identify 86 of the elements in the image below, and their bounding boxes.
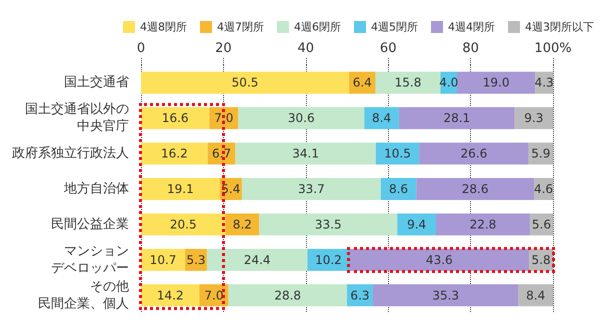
y-tick-label: 民間公益企業 [51, 216, 129, 232]
data-label: 19.0 [482, 76, 510, 90]
x-tick-label: 100% [534, 41, 572, 56]
bar [141, 284, 200, 306]
data-label: 26.6 [460, 146, 488, 161]
data-label: 20.5 [170, 217, 197, 232]
bar [457, 72, 536, 94]
data-label: 43.6 [426, 252, 453, 267]
legend-label: 4週6閉所 [294, 20, 341, 34]
bar [518, 284, 553, 306]
data-label: 7.0 [214, 111, 234, 126]
data-label: 30.6 [288, 111, 315, 126]
x-tick-label: 80 [462, 41, 479, 56]
x-tick-label: 40 [298, 41, 314, 56]
bar [141, 213, 226, 236]
y-tick-label: その他民間企業、個人 [38, 279, 129, 312]
bar [397, 213, 436, 236]
data-label: 16.2 [161, 146, 188, 161]
bar [416, 178, 534, 200]
data-label: 6.4 [352, 76, 372, 90]
y-tick-label: マンションデベロッパー [51, 244, 129, 276]
data-label: 15.8 [394, 76, 422, 90]
bar [235, 142, 376, 165]
bar [228, 284, 347, 306]
legend-label: 4週4閉所 [448, 20, 495, 34]
y-tick-label: 政府系独立行政法人 [12, 145, 129, 162]
data-label: 19.1 [166, 182, 194, 196]
y-tick-label: 国土交通省以外の中央官庁 [25, 101, 129, 134]
bar [376, 142, 420, 165]
x-tick-label: 0 [136, 41, 146, 56]
bar [259, 213, 398, 236]
bar [141, 72, 350, 94]
data-label: 8.6 [388, 182, 408, 196]
y-tick-label: 地方自治体 [63, 180, 129, 196]
bar [141, 107, 210, 130]
data-label: 8.2 [232, 217, 252, 232]
data-label: 28.6 [462, 182, 488, 196]
legend-label: 4週7閉所 [216, 20, 264, 34]
data-label: 50.5 [232, 76, 258, 90]
data-label: 4.3 [534, 76, 554, 90]
legend-label: 4週5閉所 [370, 20, 418, 34]
bar [375, 72, 441, 94]
data-label: 6.7 [212, 146, 232, 161]
data-label: 33.5 [314, 217, 342, 232]
data-label: 5.3 [186, 252, 206, 267]
data-label: 4.6 [534, 182, 554, 196]
data-label: 8.4 [526, 288, 546, 302]
data-label: 24.4 [244, 252, 271, 267]
x-tick-label: 60 [380, 41, 396, 56]
bar [238, 107, 364, 130]
legend-label: 4週3閉所以下 [524, 20, 594, 34]
bar [141, 248, 186, 271]
bar [398, 107, 515, 130]
bar [419, 142, 529, 165]
data-label: 10.2 [315, 252, 342, 267]
data-label: 16.6 [162, 111, 189, 126]
data-label: 6.3 [350, 288, 370, 302]
data-label: 10.7 [150, 252, 176, 267]
y-tick-label: 国土交通省 [64, 74, 129, 90]
data-label: 9.3 [524, 111, 544, 126]
data-label: 8.4 [372, 111, 392, 126]
x-tick-label: 20 [215, 41, 232, 56]
bar [436, 213, 530, 236]
bar [206, 248, 308, 271]
data-label: 5.9 [531, 146, 550, 161]
data-label: 14.2 [156, 288, 184, 302]
legend-label: 4週8閉所 [140, 20, 187, 34]
bar [372, 284, 518, 306]
data-label: 5.8 [532, 252, 551, 267]
data-label: 34.1 [292, 146, 319, 161]
bar [349, 248, 530, 271]
bar [141, 142, 208, 165]
bar [364, 107, 399, 130]
bar [242, 178, 381, 200]
bar [141, 178, 220, 200]
data-label: 28.1 [443, 111, 470, 126]
data-label: 5.6 [532, 217, 552, 232]
data-label: 10.5 [384, 146, 411, 161]
data-label: 35.3 [432, 288, 460, 302]
data-label: 28.8 [274, 288, 302, 302]
data-label: 33.7 [298, 182, 325, 196]
data-label: 9.4 [407, 217, 426, 232]
data-label: 7.0 [204, 288, 224, 302]
data-label: 22.8 [470, 217, 496, 232]
bar [514, 107, 553, 130]
bar [225, 213, 260, 236]
